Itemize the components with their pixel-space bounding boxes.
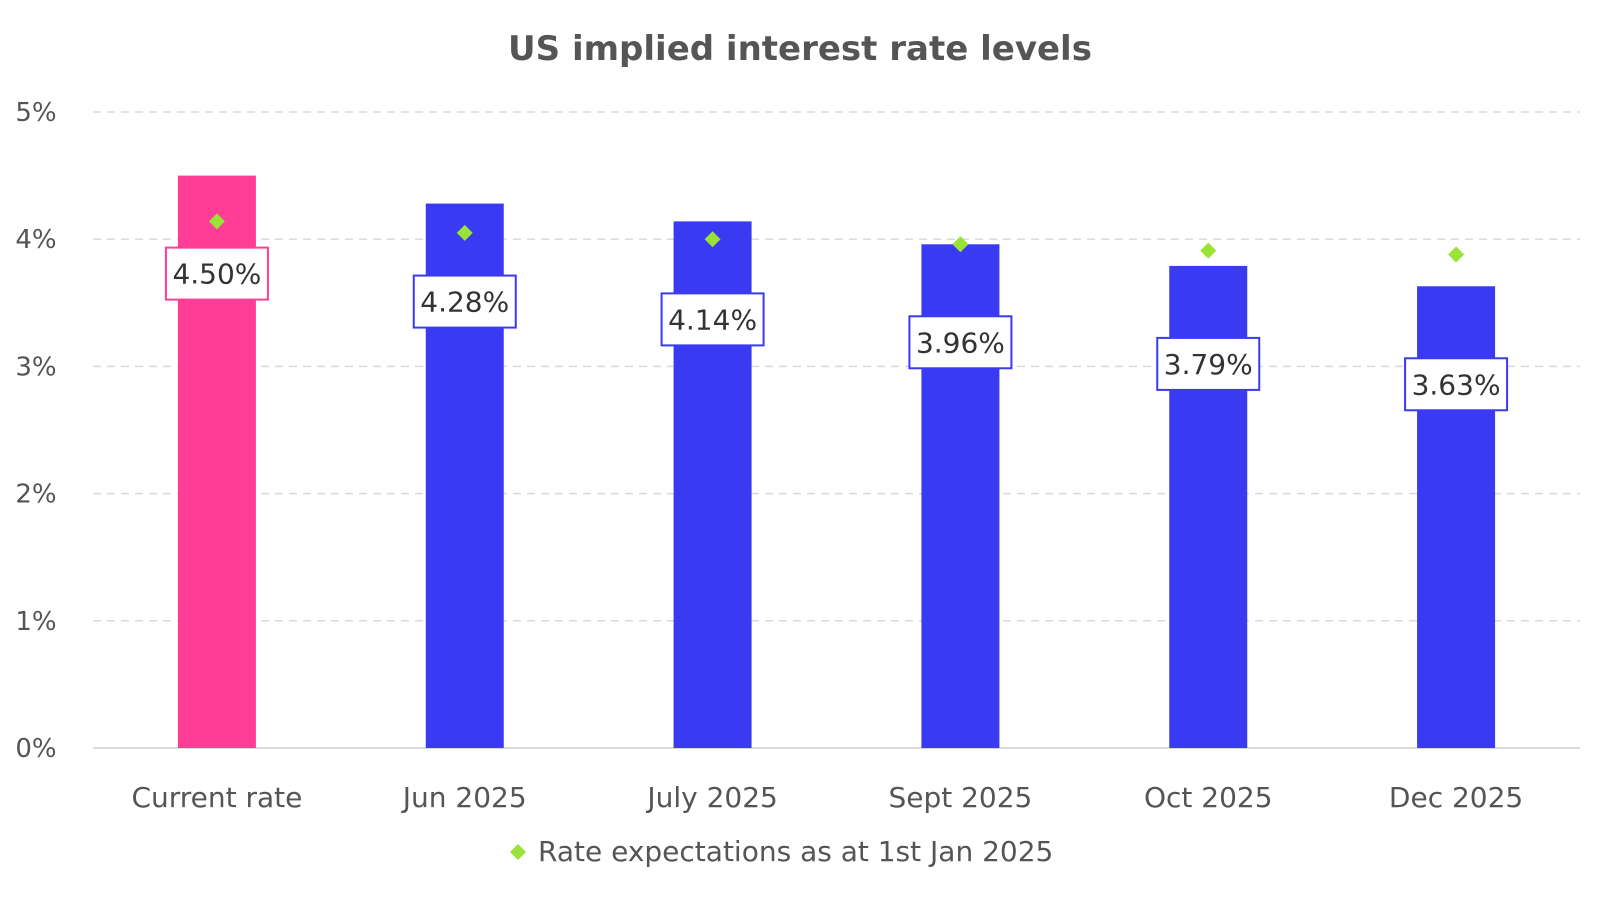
data-label-box [164,246,269,301]
x-category-label: Dec 2025 [1389,781,1523,814]
y-tick-label: 3% [15,352,56,382]
expectation-markers [208,213,1465,263]
data-label-box [908,315,1013,370]
x-category-label: Oct 2025 [1144,781,1273,814]
data-label-box [412,274,517,329]
y-axis-ticks: 0% 1% 2% 3% 4% 5% [15,98,56,764]
data-label-box [1156,336,1261,391]
y-tick-label: 0% [15,734,56,764]
data-label: 3.63% [1412,368,1501,401]
expectation-marker [1448,246,1465,263]
expectation-marker [456,224,473,241]
x-axis-categories: Current rate Jun 2025 July 2025 Sept 2025 Oc… [131,781,1523,814]
y-tick-label: 4% [15,225,56,255]
data-label-box [660,292,765,347]
expectation-marker [704,231,721,248]
expectation-marker [208,213,225,230]
data-labels: 4.50% 4.28% 4.14% 3.96% 3.79% 3.63% [164,246,1509,412]
x-category-label: Jun 2025 [401,781,527,814]
legend: Rate expectations as at 1st Jan 2025 [510,835,1053,868]
gridlines [93,111,1580,749]
bars [177,175,1496,749]
y-tick-label: 5% [15,98,56,128]
data-label: 3.79% [1164,348,1253,381]
x-category-label: Current rate [131,781,302,814]
legend-diamond-icon [510,844,526,860]
expectation-marker [1200,242,1217,259]
y-tick-label: 2% [15,480,56,510]
x-category-label: July 2025 [645,781,778,814]
data-label: 4.14% [668,303,757,336]
legend-label: Rate expectations as at 1st Jan 2025 [538,835,1053,868]
data-label: 4.50% [172,258,261,291]
x-category-label: Sept 2025 [888,781,1032,814]
y-tick-label: 1% [15,607,56,637]
data-label-box [1404,357,1509,412]
data-label: 4.28% [420,286,509,319]
bar [1417,286,1496,748]
chart-title: US implied interest rate levels [508,29,1092,69]
expectation-marker [952,236,969,253]
data-label: 3.96% [916,326,1005,359]
